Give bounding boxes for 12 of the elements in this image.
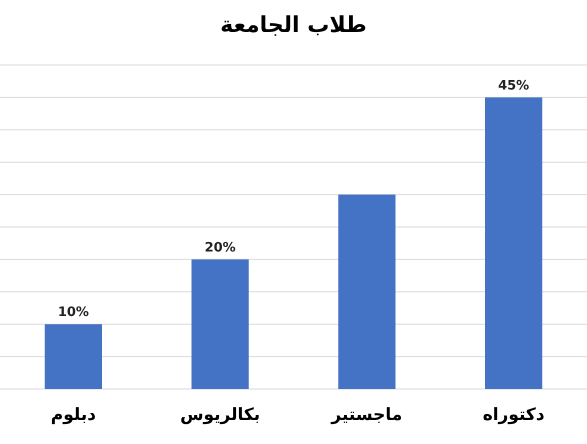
bar: [338, 194, 396, 389]
chart-title: طلاب الجامعة: [220, 13, 367, 38]
data-label: 45%: [498, 78, 530, 94]
bar: [192, 259, 249, 389]
x-tick-label: ماجستير: [330, 405, 402, 425]
x-tick-label: بكالريوس: [180, 405, 260, 425]
data-label: 10%: [58, 305, 89, 320]
bar: [485, 97, 542, 389]
data-label: 20%: [204, 240, 236, 256]
x-tick-label: دكتوراه: [482, 405, 545, 425]
bar: [44, 324, 102, 389]
x-tick-label: دبلوم: [50, 405, 96, 425]
